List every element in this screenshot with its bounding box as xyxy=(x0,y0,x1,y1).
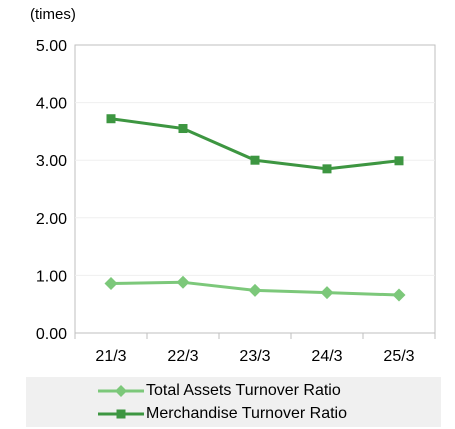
chart-legend: Total Assets Turnover Ratio Merchandise … xyxy=(26,377,441,427)
y-tick-label: 3.00 xyxy=(36,153,67,170)
x-tick-label: 25/3 xyxy=(383,348,414,365)
data-point-diamond xyxy=(176,275,190,289)
y-tick-label: 4.00 xyxy=(36,96,67,113)
data-point-square xyxy=(178,124,188,134)
data-point-diamond xyxy=(392,288,406,302)
y-tick-label: 0.00 xyxy=(36,326,67,343)
data-point-diamond xyxy=(248,283,262,297)
data-point-diamond xyxy=(320,286,334,300)
legend-item-merchandise: Merchandise Turnover Ratio xyxy=(98,403,347,425)
legend-label: Total Assets Turnover Ratio xyxy=(146,382,341,399)
legend-diamond-marker-icon xyxy=(98,384,144,398)
data-point-square xyxy=(322,164,332,174)
legend-item-total-assets: Total Assets Turnover Ratio xyxy=(98,380,341,402)
y-tick-label: 2.00 xyxy=(36,211,67,228)
data-point-square xyxy=(106,114,116,124)
legend-label: Merchandise Turnover Ratio xyxy=(146,405,347,422)
x-tick-label: 23/3 xyxy=(239,348,270,365)
x-tick-label: 22/3 xyxy=(167,348,198,365)
y-axis-unit-label: (times) xyxy=(30,6,76,23)
data-point-diamond xyxy=(104,276,118,290)
x-tick-label: 24/3 xyxy=(311,348,342,365)
y-tick-label: 1.00 xyxy=(36,268,67,285)
data-point-square xyxy=(250,155,260,165)
data-point-square xyxy=(394,156,404,166)
plot-area xyxy=(74,44,436,334)
y-tick-label: 5.00 xyxy=(36,38,67,55)
legend-square-marker-icon xyxy=(98,407,144,421)
x-tick-label: 21/3 xyxy=(95,348,126,365)
